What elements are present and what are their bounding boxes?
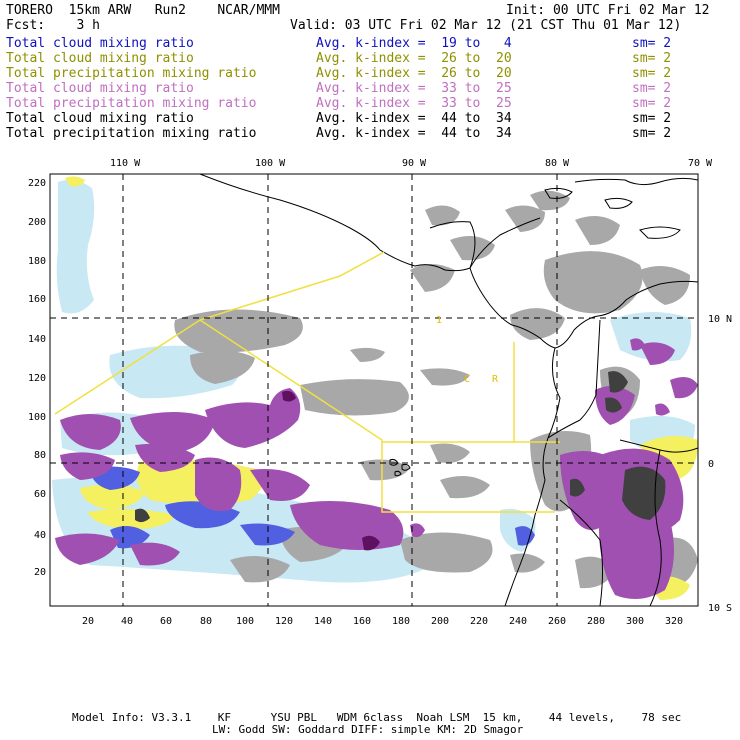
legend-row-name: Total cloud mixing ratio	[6, 111, 194, 126]
precip-purple-areas	[55, 338, 698, 599]
x-tick: 320	[665, 616, 683, 627]
x-tick: 200	[431, 616, 449, 627]
model-info-line-2: LW: Godd SW: Goddard DIFF: simple KM: 2D…	[212, 723, 524, 736]
forecast-hour: Fcst: 3 h	[6, 18, 100, 33]
lat-label: 0	[708, 459, 714, 470]
x-tick: 300	[626, 616, 644, 627]
region-label: R	[492, 374, 499, 385]
x-tick: 280	[587, 616, 605, 627]
lon-label: 80 W	[545, 158, 570, 169]
legend-row-name: Total precipitation mixing ratio	[6, 126, 257, 141]
latitude-labels: 10 N 0 10 S	[708, 314, 732, 614]
valid-time: Valid: 03 UTC Fri 02 Mar 12 (21 CST Thu …	[290, 18, 682, 33]
x-tick: 160	[353, 616, 371, 627]
coastlines	[199, 174, 698, 606]
legend-row-sm: sm= 2	[632, 36, 672, 51]
legend-row-name: Total precipitation mixing ratio	[6, 66, 257, 81]
legend-row-kindex: Avg. k-index = 26 to 20	[316, 51, 512, 66]
legend-row-name: Total cloud mixing ratio	[6, 36, 194, 51]
y-tick: 120	[28, 373, 46, 384]
x-tick: 20	[82, 616, 94, 627]
model-title: TORERO 15km ARW Run2 NCAR/MMM	[6, 3, 280, 18]
lon-label: 90 W	[402, 158, 427, 169]
y-tick: 140	[28, 334, 46, 345]
legend-row-kindex: Avg. k-index = 44 to 34	[316, 111, 512, 126]
y-grid-ticks: 20 40 60 80 100 120 140 160 180 200 220	[28, 178, 46, 578]
legend-row-name: Total cloud mixing ratio	[6, 51, 194, 66]
lat-label: 10 N	[708, 314, 732, 325]
region-label: 1	[436, 315, 442, 326]
x-tick: 240	[509, 616, 527, 627]
map-fields	[52, 174, 698, 606]
cloud-blue-areas	[90, 466, 535, 549]
legend-row-kindex: Avg. k-index = 44 to 34	[316, 126, 512, 141]
map-frame	[49, 173, 699, 607]
legend-row-sm: sm= 2	[632, 111, 672, 126]
region-label: C	[464, 374, 470, 385]
legend-row-name: Total cloud mixing ratio	[6, 81, 194, 96]
x-tick: 120	[275, 616, 293, 627]
model-info-line-1: Model Info: V3.3.1 KF YSU PBL WDM 6class…	[72, 711, 682, 724]
y-tick: 100	[28, 412, 46, 423]
legend-row-sm: sm= 2	[632, 51, 672, 66]
lon-label: 110 W	[110, 158, 141, 169]
lon-label: 70 W	[688, 158, 713, 169]
legend-row-kindex: Avg. k-index = 19 to 4	[316, 36, 512, 51]
y-tick: 60	[34, 489, 46, 500]
cloud-dark-gray-areas	[135, 371, 666, 523]
y-tick: 220	[28, 178, 46, 189]
x-tick: 80	[200, 616, 212, 627]
x-tick: 260	[548, 616, 566, 627]
init-time: Init: 00 UTC Fri 02 Mar 12	[506, 3, 710, 18]
y-tick: 20	[34, 567, 46, 578]
legend-row-sm: sm= 2	[632, 96, 672, 111]
x-tick: 60	[160, 616, 172, 627]
legend-row-sm: sm= 2	[632, 126, 672, 141]
legend-row-name: Total precipitation mixing ratio	[6, 96, 257, 111]
y-tick: 160	[28, 294, 46, 305]
legend-row-sm: sm= 2	[632, 66, 672, 81]
lon-label: 100 W	[255, 158, 286, 169]
legend-row-sm: sm= 2	[632, 81, 672, 96]
y-tick: 80	[34, 450, 46, 461]
legend-row-kindex: Avg. k-index = 26 to 20	[316, 66, 512, 81]
latlon-grid	[50, 174, 698, 606]
y-tick: 200	[28, 217, 46, 228]
x-tick: 180	[392, 616, 410, 627]
x-tick: 140	[314, 616, 332, 627]
legend-row-kindex: Avg. k-index = 33 to 25	[316, 81, 512, 96]
lat-label: 10 S	[708, 603, 732, 614]
y-tick: 40	[34, 530, 46, 541]
y-tick: 180	[28, 256, 46, 267]
longitude-labels: 110 W 100 W 90 W 80 W 70 W	[110, 158, 713, 169]
x-tick: 100	[236, 616, 254, 627]
precip-dark-purple-spots	[282, 390, 380, 551]
x-tick: 40	[121, 616, 133, 627]
x-grid-ticks: 20 40 60 80 100 120 140 160 180 200 220 …	[82, 616, 683, 627]
legend-row-kindex: Avg. k-index = 33 to 25	[316, 96, 512, 111]
x-tick: 220	[470, 616, 488, 627]
